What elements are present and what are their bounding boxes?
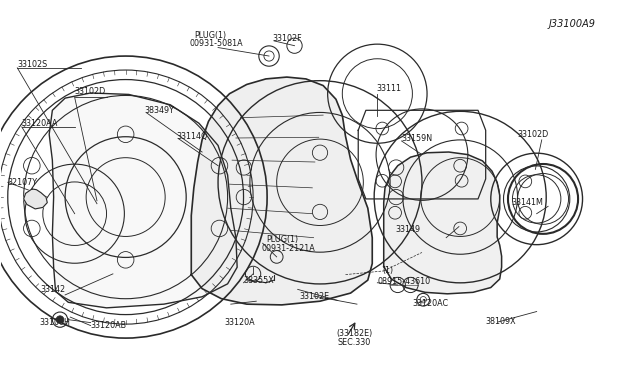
- Text: 33102D: 33102D: [75, 87, 106, 96]
- Circle shape: [56, 316, 64, 324]
- Text: 33111: 33111: [376, 84, 401, 93]
- Text: 32107Y: 32107Y: [8, 178, 38, 187]
- Text: PLUG(1): PLUG(1): [194, 31, 226, 40]
- Text: 33100H: 33100H: [40, 318, 70, 327]
- Polygon shape: [191, 77, 372, 305]
- Polygon shape: [49, 93, 237, 308]
- Text: 33102S: 33102S: [17, 60, 47, 69]
- Polygon shape: [384, 152, 502, 294]
- Text: J33100A9: J33100A9: [548, 19, 595, 29]
- Text: 00931-5081A: 00931-5081A: [189, 39, 243, 48]
- Text: 33149: 33149: [395, 225, 420, 234]
- Text: 33114Q: 33114Q: [177, 132, 208, 141]
- Text: 38109X: 38109X: [486, 317, 516, 326]
- Text: 33120AA: 33120AA: [22, 119, 58, 128]
- Text: 00931-2121A: 00931-2121A: [261, 244, 315, 253]
- Text: 33102F: 33102F: [272, 34, 302, 43]
- Polygon shape: [24, 189, 47, 209]
- Text: 38355X: 38355X: [244, 276, 275, 285]
- Text: 38349Y: 38349Y: [145, 106, 175, 115]
- Text: 33120A: 33120A: [225, 318, 255, 327]
- Text: 33102E: 33102E: [300, 292, 330, 301]
- Text: (1): (1): [383, 266, 394, 275]
- Text: 33102D: 33102D: [518, 130, 548, 139]
- Text: 08915-43610: 08915-43610: [378, 278, 431, 286]
- Text: PLUG(1): PLUG(1): [266, 235, 298, 244]
- Text: 33142: 33142: [41, 285, 66, 294]
- Text: 33120AC: 33120AC: [412, 299, 449, 308]
- Text: 33141M: 33141M: [511, 198, 543, 207]
- Text: 33120AB: 33120AB: [91, 321, 127, 330]
- Text: (33182E): (33182E): [336, 329, 372, 338]
- Text: 33159N: 33159N: [401, 134, 433, 142]
- Text: SEC.330: SEC.330: [338, 338, 371, 347]
